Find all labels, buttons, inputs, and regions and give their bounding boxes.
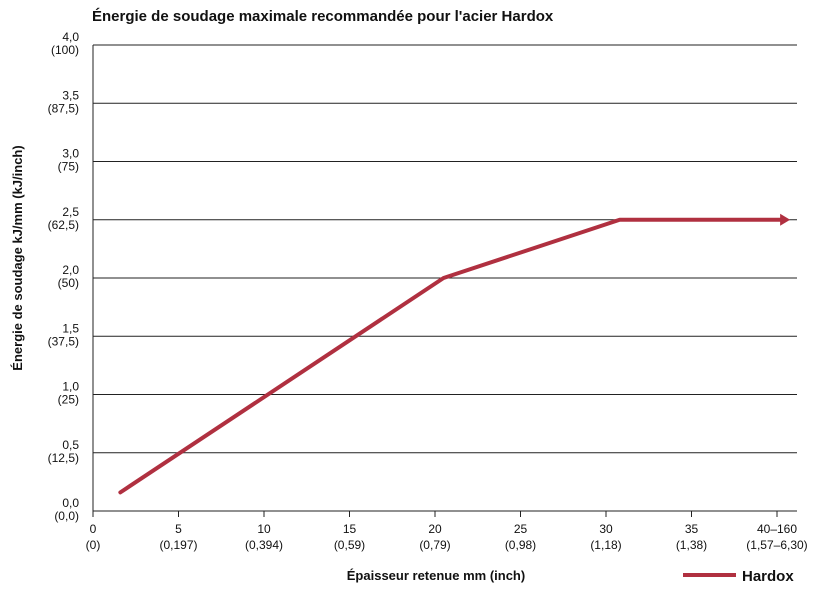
series-line: [118, 217, 785, 495]
y-axis-label: Énergie de soudage kJ/mm (kJ/inch): [10, 145, 25, 370]
x-tick-label: 0: [90, 522, 97, 536]
x-tick-label: 30: [599, 522, 613, 536]
y-tick-sublabel: (62,5): [48, 218, 79, 232]
x-tick-sublabel: (1,18): [590, 538, 621, 552]
y-tick-label: 0,5: [62, 438, 79, 452]
y-tick-label: 1,0: [62, 380, 79, 394]
x-tick-sublabel: (0): [86, 538, 101, 552]
x-tick-sublabel: (1,38): [676, 538, 707, 552]
x-tick-label: 5: [175, 522, 182, 536]
x-tick-sublabel: (0,98): [505, 538, 536, 552]
y-tick-sublabel: (87,5): [48, 101, 79, 115]
y-tick-sublabel: (25): [58, 393, 79, 407]
y-tick-label: 2,5: [62, 205, 79, 219]
y-tick-label: 3,0: [62, 147, 79, 161]
x-tick-label: 15: [343, 522, 357, 536]
y-tick-label: 2,0: [62, 263, 79, 277]
x-axis-label: Épaisseur retenue mm (inch): [347, 568, 525, 583]
x-tick-sublabel: (1,57–6,30): [746, 538, 807, 552]
x-tick-sublabel: (0,79): [419, 538, 450, 552]
y-tick-label: 4,0: [62, 30, 79, 44]
x-tick-label: 40–160: [757, 522, 797, 536]
y-tick-sublabel: (12,5): [48, 451, 79, 465]
y-tick-sublabel: (100): [51, 43, 79, 57]
y-tick-sublabel: (0,0): [54, 509, 79, 523]
y-tick-sublabel: (75): [58, 160, 79, 174]
y-tick-sublabel: (50): [58, 276, 79, 290]
y-tick-label: 0,0: [62, 496, 79, 510]
x-tick-sublabel: (0,394): [245, 538, 283, 552]
y-tick-sublabel: (37,5): [48, 334, 79, 348]
x-axis-ticks: 0 (0) 5 (0,197) 10 (0,394) 15 (0,59) 20 (0,79) 25 (…: [86, 511, 808, 552]
x-tick-label: 35: [685, 522, 699, 536]
x-tick-label: 20: [428, 522, 442, 536]
y-axis-ticks: 0,0(0,0) 0,5(12,5) 1,0(25) 1,5(37,5) 2,0(50)…: [48, 30, 80, 523]
x-tick-label: 10: [257, 522, 271, 536]
x-tick-sublabel: (0,197): [159, 538, 197, 552]
series-arrowhead: [780, 213, 791, 226]
x-tick-label: 25: [514, 522, 528, 536]
chart-title: Énergie de soudage maximale recommandée …: [92, 8, 554, 25]
y-tick-label: 3,5: [62, 88, 79, 102]
x-tick-sublabel: (0,59): [334, 538, 365, 552]
legend-label: Hardox: [742, 568, 794, 585]
y-tick-label: 1,5: [62, 321, 79, 335]
series-group: [118, 213, 791, 495]
legend: Hardox: [683, 568, 794, 585]
